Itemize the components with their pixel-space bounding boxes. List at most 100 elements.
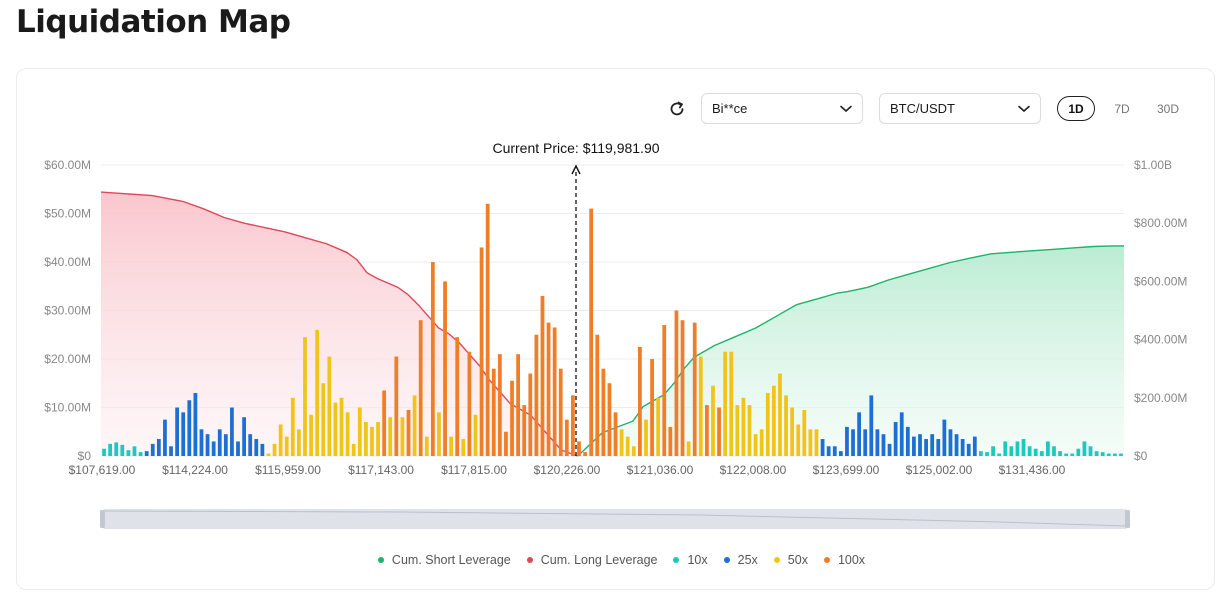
pair-select-value: BTC/USDT — [890, 101, 955, 116]
bar-25x — [150, 443, 155, 457]
bar-25x — [881, 434, 886, 456]
bar-25x — [236, 441, 240, 456]
bar-10x — [985, 452, 989, 456]
bar-50x — [345, 412, 350, 456]
bar-50x — [339, 397, 344, 456]
bar-100x — [577, 441, 581, 456]
bar-10x — [1064, 453, 1069, 456]
cum-short-leverage-line — [577, 245, 1124, 457]
bar-25x — [954, 434, 959, 456]
y-right-tick-label: $800.00M — [1134, 216, 1187, 230]
bar-25x — [972, 436, 977, 456]
bar-10x — [997, 453, 1002, 456]
bar-50x — [315, 329, 320, 456]
bar-25x — [869, 395, 874, 457]
x-tick-label: $107,619.00 — [69, 463, 136, 477]
bar-10x — [114, 442, 119, 456]
bar-50x — [437, 412, 441, 456]
y-right-tick-label: $400.00M — [1134, 333, 1187, 347]
bar-50x — [656, 397, 661, 456]
zoom-handle-right[interactable] — [1125, 510, 1130, 528]
pair-select[interactable]: BTC/USDT — [879, 93, 1041, 124]
x-axis: $107,619.00 $114,224.00 $115,959.00 $117,14… — [69, 463, 1066, 477]
y-right-tick-label: $600.00M — [1134, 274, 1187, 288]
tab-30d[interactable]: 30D — [1156, 101, 1179, 116]
tab-1d[interactable]: 1D — [1057, 96, 1095, 121]
bar-50x — [424, 436, 429, 456]
legend-item[interactable]: Cum. Short Leverage — [377, 553, 511, 567]
cumulative-areas — [100, 191, 1124, 457]
bar-50x — [461, 439, 466, 456]
bar-100x — [705, 405, 709, 456]
bar-100x — [601, 368, 606, 456]
bar-10x — [1027, 446, 1032, 456]
bar-50x — [796, 424, 801, 457]
bar-50x — [351, 443, 356, 457]
legend-dot — [377, 557, 384, 563]
bar-100x — [497, 354, 502, 456]
bar-100x — [564, 419, 569, 457]
bar-100x — [479, 247, 484, 456]
bar-10x — [1112, 453, 1117, 456]
bar-100x — [534, 334, 539, 456]
bar-50x — [370, 426, 374, 456]
bar-10x — [1106, 453, 1111, 456]
bar-50x — [735, 405, 740, 456]
bar-50x — [741, 397, 746, 456]
bar-25x — [211, 441, 216, 456]
bar-100x — [589, 208, 594, 456]
tab-7d[interactable]: 7D — [1114, 101, 1130, 116]
zoom-handle-left[interactable] — [100, 510, 105, 528]
chevron-down-icon — [1018, 105, 1030, 112]
bar-25x — [156, 439, 161, 456]
bar-25x — [948, 429, 953, 456]
bar-50x — [272, 443, 277, 457]
bar-100x — [595, 334, 600, 456]
cum-long-leverage-area — [101, 192, 578, 456]
x-tick-label: $123,699.00 — [813, 463, 880, 477]
bar-100x — [394, 356, 399, 456]
zoom-slider[interactable] — [100, 509, 1130, 529]
legend-item[interactable]: 50x — [773, 553, 808, 567]
bar-25x — [930, 434, 935, 456]
bar-25x — [205, 434, 210, 456]
x-tick-label: $117,815.00 — [441, 463, 507, 477]
legend-item[interactable]: 100x — [823, 553, 866, 567]
legend-label: 50x — [787, 553, 808, 567]
bar-10x — [1021, 439, 1026, 456]
bar-50x — [357, 407, 362, 456]
legend-label: 10x — [687, 553, 708, 567]
x-tick-label: $120,226.00 — [534, 463, 601, 477]
bar-50x — [309, 414, 313, 456]
bar-25x — [893, 422, 898, 456]
bar-25x — [960, 439, 965, 456]
legend-item[interactable]: 10x — [673, 553, 708, 567]
y-right-tick-label: $0 — [1134, 449, 1148, 463]
legend-dot — [526, 557, 533, 563]
bar-100x — [717, 407, 721, 456]
bar-50x — [771, 385, 776, 457]
bar-50x — [449, 436, 454, 456]
y-left-tick-label: $50.00M — [44, 207, 91, 221]
exchange-select[interactable]: Bi**ce — [701, 93, 863, 124]
bar-100x — [674, 310, 679, 456]
x-tick-label: $122,008.00 — [720, 463, 787, 477]
legend-dot — [823, 557, 830, 563]
bar-100x — [430, 262, 435, 456]
bar-100x — [662, 325, 667, 456]
y-axis-left: $0 $10.00M $20.00M $30.00M $40.00M $50.00M $60… — [44, 158, 91, 463]
chart-bars — [102, 203, 1123, 457]
bar-100x — [583, 452, 587, 456]
bar-25x — [838, 451, 843, 456]
bar-25x — [254, 439, 259, 456]
legend-item[interactable]: 25x — [723, 553, 758, 567]
bar-10x — [1046, 441, 1050, 456]
legend-item[interactable]: Cum. Long Leverage — [526, 553, 657, 567]
bar-50x — [711, 385, 715, 457]
bar-100x — [540, 295, 545, 456]
bar-25x — [181, 412, 186, 456]
legend-label: 100x — [837, 553, 866, 567]
refresh-icon[interactable] — [668, 100, 686, 118]
bar-25x — [260, 443, 265, 457]
